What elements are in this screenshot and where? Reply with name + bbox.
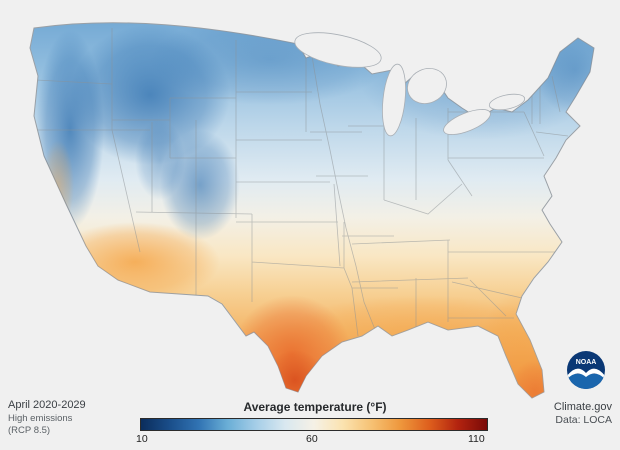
legend-period: April 2020-2029 xyxy=(8,399,86,411)
great-lakes xyxy=(294,32,526,137)
attribution-data: Data: LOCA xyxy=(555,414,612,427)
legend-scenario-block: April 2020-2029 High emissions (RCP 8.5) xyxy=(8,399,86,437)
colorbar-title: Average temperature (°F) xyxy=(243,400,387,414)
us-temperature-map xyxy=(29,22,595,399)
lake-huron-shape xyxy=(407,68,447,104)
noaa-logo-text: NOAA xyxy=(576,359,597,366)
legend-scenario-label: High emissions xyxy=(8,412,73,424)
lake-erie-shape xyxy=(443,109,491,135)
colorbar-tick-min: 10 xyxy=(136,433,148,445)
attribution-site: Climate.gov xyxy=(553,401,612,413)
legend-scenario-detail: (RCP 8.5) xyxy=(8,424,51,436)
noaa-logo: NOAA xyxy=(566,350,606,390)
colorbar xyxy=(140,418,488,431)
noaa-gull-icon xyxy=(567,368,605,379)
state-borders xyxy=(30,28,569,337)
colorbar-tick-max: 110 xyxy=(468,433,485,445)
lake-superior-shape xyxy=(294,32,382,68)
lake-michigan-shape xyxy=(382,63,406,137)
attribution-block: Climate.gov Data: LOCA xyxy=(554,400,612,428)
noaa-logo-graphic: NOAA xyxy=(567,351,605,389)
lake-ontario-shape xyxy=(488,93,526,111)
colorbar-tick-mid: 60 xyxy=(306,433,318,445)
